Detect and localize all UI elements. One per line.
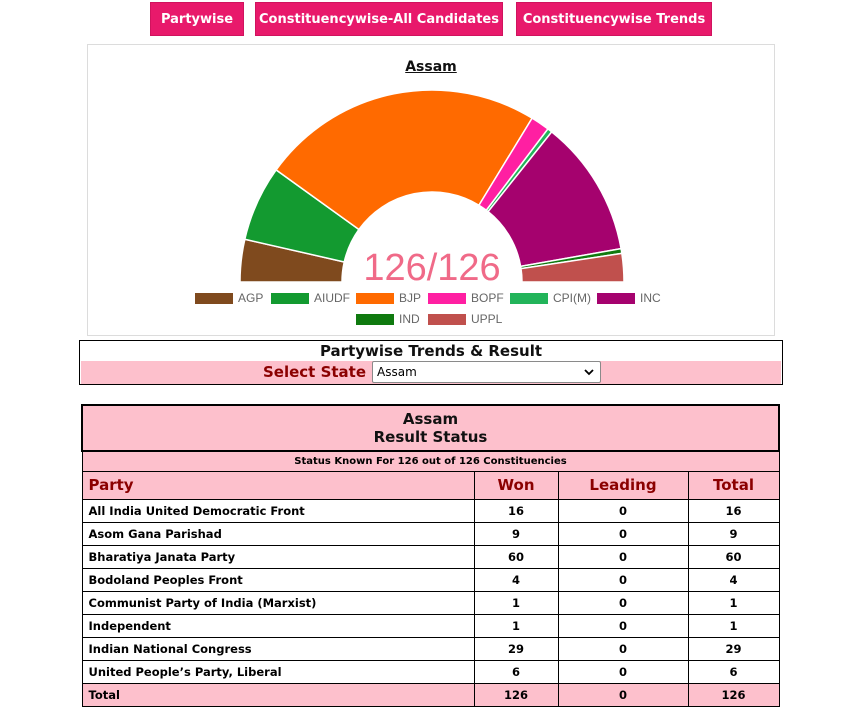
state-select[interactable]: Assam <box>372 361 601 383</box>
legend-item-uppl[interactable]: UPPL <box>428 312 503 326</box>
party-name: Bodoland Peoples Front <box>81 567 475 592</box>
won-count: 29 <box>473 636 559 661</box>
table-row: Bodoland Peoples Front 4 0 4 <box>81 567 780 592</box>
legend-swatch <box>428 314 466 325</box>
total-leading: 0 <box>557 682 689 707</box>
constituencywise-trends-button[interactable]: Constituencywise Trends <box>516 2 712 36</box>
party-name: Communist Party of India (Marxist) <box>81 590 475 615</box>
total-count: 1 <box>687 613 780 638</box>
chevron-down-icon <box>584 362 594 388</box>
legend-swatch <box>356 293 394 304</box>
legend-item-ind[interactable]: IND <box>356 312 420 326</box>
leading-count: 0 <box>557 498 689 523</box>
party-name: United People’s Party, Liberal <box>81 659 475 684</box>
status-line: Status Known For 126 out of 126 Constitu… <box>81 450 780 472</box>
won-count: 9 <box>473 521 559 546</box>
legend-item-aiudf[interactable]: AIUDF <box>271 291 350 305</box>
leading-count: 0 <box>557 659 689 684</box>
legend-swatch <box>510 293 548 304</box>
total-label: Total <box>81 682 475 707</box>
won-count: 60 <box>473 544 559 569</box>
legend-item-bopf[interactable]: BOPF <box>428 291 504 305</box>
column-header-party: Party <box>81 470 475 500</box>
table-row: Asom Gana Parishad 9 0 9 <box>81 521 780 546</box>
won-count: 4 <box>473 567 559 592</box>
result-state: Assam <box>402 410 459 428</box>
partywise-button[interactable]: Partywise <box>150 2 244 36</box>
legend-item-bjp[interactable]: BJP <box>356 291 421 305</box>
legend-label: AGP <box>238 291 263 305</box>
result-table: Assam Result Status Status Known For 126… <box>81 404 780 707</box>
select-state-label: Select State <box>263 363 367 381</box>
total-count: 1 <box>687 590 780 615</box>
table-row: All India United Democratic Front 16 0 1… <box>81 498 780 523</box>
state-select-row: Select State Assam <box>81 361 781 384</box>
leading-count: 0 <box>557 521 689 546</box>
legend-swatch <box>195 293 233 304</box>
column-header-total: Total <box>687 470 780 500</box>
won-count: 1 <box>473 613 559 638</box>
total-count: 16 <box>687 498 780 523</box>
seats-center-label: 126/126 <box>363 247 500 289</box>
party-name: All India United Democratic Front <box>81 498 475 523</box>
legend-label: UPPL <box>471 312 503 326</box>
leading-count: 0 <box>557 544 689 569</box>
selected-state-value: Assam <box>377 365 417 379</box>
legend-label: BJP <box>399 291 421 305</box>
slice-uppl[interactable] <box>520 252 625 283</box>
leading-count: 0 <box>557 636 689 661</box>
chart-title: Assam <box>405 59 457 75</box>
top-navigation: Partywise Constituencywise-All Candidate… <box>0 2 850 37</box>
chart-panel: Assam 126/126 AGP AIUDF BJP BOPF CPI(M) INC IND… <box>87 44 775 336</box>
table-row: Indian National Congress 29 0 29 <box>81 636 780 661</box>
table-row: Communist Party of India (Marxist) 1 0 1 <box>81 590 780 615</box>
legend-swatch <box>271 293 309 304</box>
total-count: 9 <box>687 521 780 546</box>
total-count: 6 <box>687 659 780 684</box>
legend-label: AIUDF <box>314 291 350 305</box>
won-count: 6 <box>473 659 559 684</box>
legend-item-cpi-m[interactable]: CPI(M) <box>510 291 591 305</box>
legend-swatch <box>428 293 466 304</box>
party-name: Independent <box>81 613 475 638</box>
constituencywise-all-candidates-button[interactable]: Constituencywise-All Candidates <box>255 2 503 36</box>
table-row: Independent 1 0 1 <box>81 613 780 638</box>
party-name: Bharatiya Janata Party <box>81 544 475 569</box>
table-row: United People’s Party, Liberal 6 0 6 <box>81 659 780 684</box>
legend-item-inc[interactable]: INC <box>597 291 661 305</box>
total-count: 29 <box>687 636 780 661</box>
legend-swatch <box>356 314 394 325</box>
result-header: Assam Result Status <box>81 404 780 452</box>
legend-swatch <box>597 293 635 304</box>
seat-chart: 126/126 AGP AIUDF BJP BOPF CPI(M) INC IND UPPL <box>195 89 661 326</box>
party-name: Asom Gana Parishad <box>81 521 475 546</box>
total-count: 4 <box>687 567 780 592</box>
table-row: Bharatiya Janata Party 60 0 60 <box>81 544 780 569</box>
legend-label: INC <box>640 291 661 305</box>
leading-count: 0 <box>557 590 689 615</box>
legend-item-agp[interactable]: AGP <box>195 291 263 305</box>
total-count: 60 <box>687 544 780 569</box>
trends-title: Partywise Trends & Result <box>319 342 543 360</box>
legend-label: IND <box>399 312 420 326</box>
legend-label: CPI(M) <box>553 291 591 305</box>
won-count: 1 <box>473 590 559 615</box>
won-count: 16 <box>473 498 559 523</box>
slice-bjp[interactable] <box>275 89 534 231</box>
leading-count: 0 <box>557 567 689 592</box>
result-heading: Result Status <box>373 428 488 446</box>
total-won: 126 <box>473 682 559 707</box>
leading-count: 0 <box>557 613 689 638</box>
legend-label: BOPF <box>471 291 504 305</box>
column-header-leading: Leading <box>557 470 689 500</box>
partywise-trends-box: Partywise Trends & Result Select State A… <box>79 340 783 385</box>
total-row: Total 126 0 126 <box>81 682 780 707</box>
total-total: 126 <box>687 682 780 707</box>
party-name: Indian National Congress <box>81 636 475 661</box>
column-header-won: Won <box>473 470 559 500</box>
